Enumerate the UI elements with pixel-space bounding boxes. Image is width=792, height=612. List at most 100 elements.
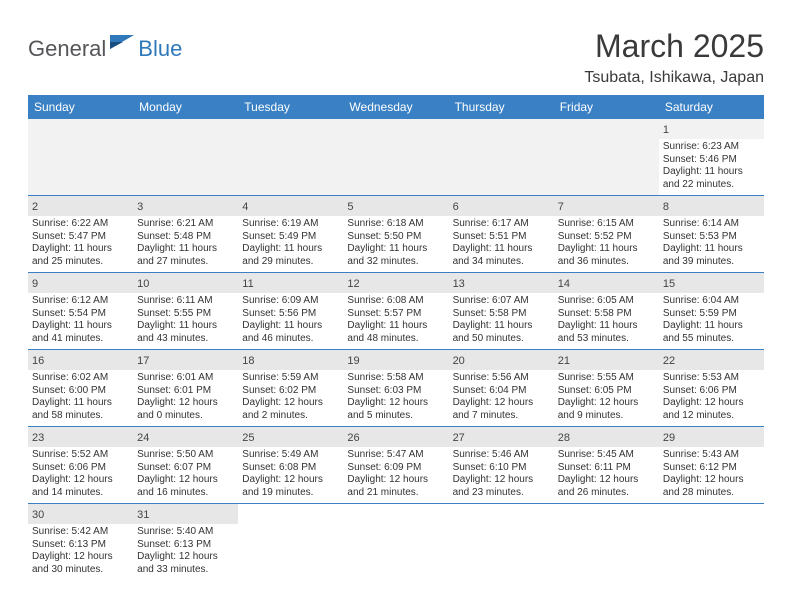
calendar-cell-empty xyxy=(238,119,343,196)
day-number: 24 xyxy=(137,432,149,444)
calendar-cell: 27 Sunrise: 5:46 AMSunset: 6:10 PMDayligh… xyxy=(449,427,554,504)
day-number: 17 xyxy=(137,355,149,367)
calendar-cell: 20Sunrise: 5:56 AMSunset: 6:04 PMDayligh… xyxy=(449,350,554,427)
weekday-header: Tuesday xyxy=(238,95,343,119)
calendar-row: 1Sunrise: 6:23 AMSunset: 5:46 PMDaylight… xyxy=(28,119,764,196)
calendar-table: SundayMondayTuesdayWednesdayThursdayFrid… xyxy=(28,95,764,580)
calendar-cell-empty xyxy=(554,504,659,581)
calendar-cell: 19Sunrise: 5:58 AMSunset: 6:03 PMDayligh… xyxy=(343,350,448,427)
location: Tsubata, Ishikawa, Japan xyxy=(584,69,764,87)
calendar-cell: 21 Sunrise: 5:55 AMSunset: 6:05 PMDayligh… xyxy=(554,350,659,427)
day-info: Sunrise: 6:08 AMSunset: 5:57 PMDaylight:… xyxy=(347,295,444,345)
calendar-cell: 6Sunrise: 6:17 AMSunset: 5:51 PMDaylight… xyxy=(449,196,554,273)
calendar-cell: 25 Sunrise: 5:49 AMSunset: 6:08 PMDayligh… xyxy=(238,427,343,504)
day-number: 15 xyxy=(663,278,675,290)
calendar-row: 30 Sunrise: 5:42 AMSunset: 6:13 PMDayligh… xyxy=(28,504,764,581)
day-number: 2 xyxy=(32,201,38,213)
day-info: Sunrise: 6:07 AMSunset: 5:58 PMDaylight:… xyxy=(453,295,550,345)
calendar-cell: 31 Sunrise: 5:40 AMSunset: 6:13 PMDayligh… xyxy=(133,504,238,581)
day-number: 18 xyxy=(242,355,254,367)
calendar-row: 23Sunrise: 5:52 AMSunset: 6:06 PMDayligh… xyxy=(28,427,764,504)
calendar-cell: 29Sunrise: 5:43 AMSunset: 6:12 PMDayligh… xyxy=(659,427,764,504)
day-info: Sunrise: 5:59 AMSunset: 6:02 PMDaylight:… xyxy=(242,372,339,422)
calendar-cell-empty xyxy=(659,504,764,581)
day-info: Sunrise: 6:15 AMSunset: 5:52 PMDaylight:… xyxy=(558,218,655,268)
calendar-cell: 15Sunrise: 6:04 AMSunset: 5:59 PMDayligh… xyxy=(659,273,764,350)
weekday-header: Sunday xyxy=(28,95,133,119)
calendar-cell: 26Sunrise: 5:47 AMSunset: 6:09 PMDayligh… xyxy=(343,427,448,504)
calendar-cell-empty xyxy=(449,119,554,196)
day-info: Sunrise: 5:40 AMSunset: 6:13 PMDaylight:… xyxy=(137,526,234,576)
day-number: 14 xyxy=(558,278,570,290)
calendar-cell: 28Sunrise: 5:45 AMSunset: 6:11 PMDayligh… xyxy=(554,427,659,504)
day-info: Sunrise: 6:01 AMSunset: 6:01 PMDaylight:… xyxy=(137,372,234,422)
day-info: Sunrise: 5:49 AMSunset: 6:08 PMDaylight:… xyxy=(242,449,339,499)
day-info: Sunrise: 6:14 AMSunset: 5:53 PMDaylight:… xyxy=(663,218,760,268)
calendar-cell: 1Sunrise: 6:23 AMSunset: 5:46 PMDaylight… xyxy=(659,119,764,196)
logo: General Blue xyxy=(28,36,182,62)
day-info: Sunrise: 6:11 AMSunset: 5:55 PMDaylight:… xyxy=(137,295,234,345)
header: General Blue March 2025 Tsubata, Ishikaw… xyxy=(28,28,764,87)
calendar-cell-empty xyxy=(238,504,343,581)
calendar-cell: 8Sunrise: 6:14 AMSunset: 5:53 PMDaylight… xyxy=(659,196,764,273)
weekday-header: Thursday xyxy=(449,95,554,119)
calendar-cell: 9 Sunrise: 6:12 AMSunset: 5:54 PMDaylight… xyxy=(28,273,133,350)
day-number: 31 xyxy=(137,509,149,521)
calendar-cell: 4Sunrise: 6:19 AMSunset: 5:49 PMDaylight… xyxy=(238,196,343,273)
calendar-cell: 23Sunrise: 5:52 AMSunset: 6:06 PMDayligh… xyxy=(28,427,133,504)
day-info: Sunrise: 5:42 AMSunset: 6:13 PMDaylight:… xyxy=(32,526,129,576)
day-number: 11 xyxy=(242,278,253,290)
day-info: Sunrise: 5:47 AMSunset: 6:09 PMDaylight:… xyxy=(347,449,444,499)
weekday-header: Monday xyxy=(133,95,238,119)
day-info: Sunrise: 6:22 AMSunset: 5:47 PMDaylight:… xyxy=(32,218,129,268)
day-info: Sunrise: 5:55 AMSunset: 6:05 PMDaylight:… xyxy=(558,372,655,422)
weekday-header-row: SundayMondayTuesdayWednesdayThursdayFrid… xyxy=(28,95,764,119)
day-number: 3 xyxy=(137,201,143,213)
day-number: 27 xyxy=(453,432,465,444)
weekday-header: Saturday xyxy=(659,95,764,119)
day-number: 7 xyxy=(558,201,564,213)
calendar-cell: 10 Sunrise: 6:11 AMSunset: 5:55 PMDayligh… xyxy=(133,273,238,350)
title-block: March 2025 Tsubata, Ishikawa, Japan xyxy=(584,28,764,87)
day-info: Sunrise: 6:18 AMSunset: 5:50 PMDaylight:… xyxy=(347,218,444,268)
day-number: 20 xyxy=(453,355,465,367)
day-info: Sunrise: 6:12 AMSunset: 5:54 PMDaylight:… xyxy=(32,295,129,345)
day-info: Sunrise: 6:21 AMSunset: 5:48 PMDaylight:… xyxy=(137,218,234,268)
calendar-cell: 7 Sunrise: 6:15 AMSunset: 5:52 PMDaylight… xyxy=(554,196,659,273)
day-number: 9 xyxy=(32,278,38,290)
day-info: Sunrise: 5:53 AMSunset: 6:06 PMDaylight:… xyxy=(663,372,760,422)
day-number: 21 xyxy=(558,355,570,367)
calendar-row: 16Sunrise: 6:02 AMSunset: 6:00 PMDayligh… xyxy=(28,350,764,427)
logo-text-blue: Blue xyxy=(138,36,182,62)
calendar-row: 2 Sunrise: 6:22 AMSunset: 5:47 PMDaylight… xyxy=(28,196,764,273)
day-info: Sunrise: 5:46 AMSunset: 6:10 PMDaylight:… xyxy=(453,449,550,499)
day-number: 22 xyxy=(663,355,675,367)
day-number: 30 xyxy=(32,509,44,521)
logo-text-general: General xyxy=(28,36,106,62)
calendar-cell: 16Sunrise: 6:02 AMSunset: 6:00 PMDayligh… xyxy=(28,350,133,427)
day-number: 23 xyxy=(32,432,44,444)
calendar-cell-empty xyxy=(449,504,554,581)
calendar-cell: 2 Sunrise: 6:22 AMSunset: 5:47 PMDaylight… xyxy=(28,196,133,273)
day-number: 13 xyxy=(453,278,465,290)
weekday-header: Friday xyxy=(554,95,659,119)
day-number: 10 xyxy=(137,278,149,290)
calendar-cell-empty xyxy=(343,504,448,581)
day-info: Sunrise: 5:50 AMSunset: 6:07 PMDaylight:… xyxy=(137,449,234,499)
day-info: Sunrise: 6:17 AMSunset: 5:51 PMDaylight:… xyxy=(453,218,550,268)
calendar-row: 9 Sunrise: 6:12 AMSunset: 5:54 PMDaylight… xyxy=(28,273,764,350)
month-title: March 2025 xyxy=(584,28,764,65)
day-number: 25 xyxy=(242,432,254,444)
flag-icon xyxy=(110,33,136,56)
day-number: 5 xyxy=(347,201,353,213)
calendar-cell-empty xyxy=(28,119,133,196)
day-info: Sunrise: 5:58 AMSunset: 6:03 PMDaylight:… xyxy=(347,372,444,422)
day-number: 4 xyxy=(242,201,248,213)
calendar-cell: 22 Sunrise: 5:53 AMSunset: 6:06 PMDayligh… xyxy=(659,350,764,427)
day-number: 12 xyxy=(347,278,359,290)
weekday-header: Wednesday xyxy=(343,95,448,119)
day-info: Sunrise: 5:45 AMSunset: 6:11 PMDaylight:… xyxy=(558,449,655,499)
calendar-cell: 14Sunrise: 6:05 AMSunset: 5:58 PMDayligh… xyxy=(554,273,659,350)
calendar-cell: 11Sunrise: 6:09 AMSunset: 5:56 PMDayligh… xyxy=(238,273,343,350)
calendar-cell: 18 Sunrise: 5:59 AMSunset: 6:02 PMDayligh… xyxy=(238,350,343,427)
